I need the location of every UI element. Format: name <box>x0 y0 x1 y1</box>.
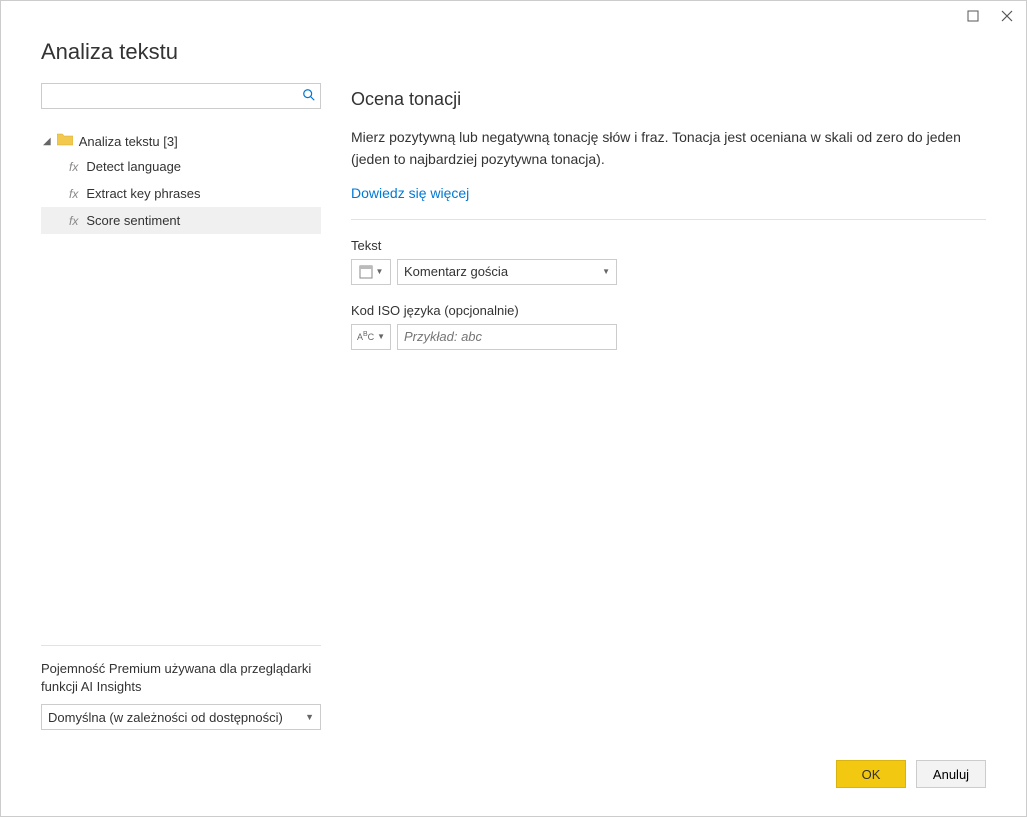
tree-item-label: Score sentiment <box>86 213 180 228</box>
text-field-select[interactable]: Komentarz gościa ▼ <box>397 259 617 285</box>
search-icon[interactable] <box>302 88 316 105</box>
close-button[interactable] <box>1000 9 1014 23</box>
details-description: Mierz pozytywną lub negatywną tonację sł… <box>351 126 986 171</box>
tree-folder[interactable]: ◢ Analiza tekstu [3] <box>41 129 321 153</box>
chevron-down-icon: ▼ <box>376 267 384 276</box>
column-icon <box>359 265 373 279</box>
titlebar <box>1 1 1026 31</box>
tree-item-label: Detect language <box>86 159 181 174</box>
capacity-value: Domyślna (w zależności od dostępności) <box>48 710 283 725</box>
chevron-down-icon: ▼ <box>377 332 385 341</box>
lang-type-button[interactable]: ABC ▼ <box>351 324 391 350</box>
dialog-window: Analiza tekstu ◢ Analiza tekstu [3] fx <box>0 0 1027 817</box>
learn-more-link[interactable]: Dowiedz się więcej <box>351 185 469 201</box>
left-panel: ◢ Analiza tekstu [3] fx Detect language … <box>41 83 321 742</box>
lang-field-label: Kod ISO języka (opcjonalnie) <box>351 303 986 318</box>
tree-folder-label: Analiza tekstu [3] <box>79 134 178 149</box>
maximize-button[interactable] <box>966 9 980 23</box>
text-type-button[interactable]: ▼ <box>351 259 391 285</box>
function-tree: ◢ Analiza tekstu [3] fx Detect language … <box>41 129 321 645</box>
folder-icon <box>57 133 73 149</box>
ok-button[interactable]: OK <box>836 760 906 788</box>
tree-item-score-sentiment[interactable]: fx Score sentiment <box>41 207 321 234</box>
abc-icon: ABC <box>357 331 374 342</box>
chevron-down-icon: ▼ <box>305 712 314 722</box>
text-field-row: ▼ Komentarz gościa ▼ <box>351 259 986 285</box>
fx-icon: fx <box>69 214 78 228</box>
capacity-section: Pojemność Premium używana dla przeglądar… <box>41 645 321 742</box>
lang-field-input[interactable] <box>397 324 617 350</box>
maximize-icon <box>967 10 979 22</box>
divider <box>351 219 986 220</box>
capacity-select[interactable]: Domyślna (w zależności od dostępności) ▼ <box>41 704 321 730</box>
tree-item-label: Extract key phrases <box>86 186 200 201</box>
dialog-title: Analiza tekstu <box>1 31 1026 83</box>
close-icon <box>1001 10 1013 22</box>
cancel-button[interactable]: Anuluj <box>916 760 986 788</box>
details-title: Ocena tonacji <box>351 89 986 110</box>
fx-icon: fx <box>69 187 78 201</box>
text-field-label: Tekst <box>351 238 986 253</box>
dialog-footer: OK Anuluj <box>1 742 1026 816</box>
tree-item-extract-key-phrases[interactable]: fx Extract key phrases <box>41 180 321 207</box>
tree-item-detect-language[interactable]: fx Detect language <box>41 153 321 180</box>
search-input[interactable] <box>48 85 302 107</box>
right-panel: Ocena tonacji Mierz pozytywną lub negaty… <box>351 83 986 742</box>
chevron-down-icon: ▼ <box>602 267 610 276</box>
fx-icon: fx <box>69 160 78 174</box>
text-field-value: Komentarz gościa <box>404 264 508 279</box>
search-box[interactable] <box>41 83 321 109</box>
dialog-body: ◢ Analiza tekstu [3] fx Detect language … <box>1 83 1026 742</box>
capacity-label: Pojemność Premium używana dla przeglądar… <box>41 660 321 696</box>
lang-field-row: ABC ▼ <box>351 324 986 350</box>
caret-down-icon: ◢ <box>43 136 51 147</box>
